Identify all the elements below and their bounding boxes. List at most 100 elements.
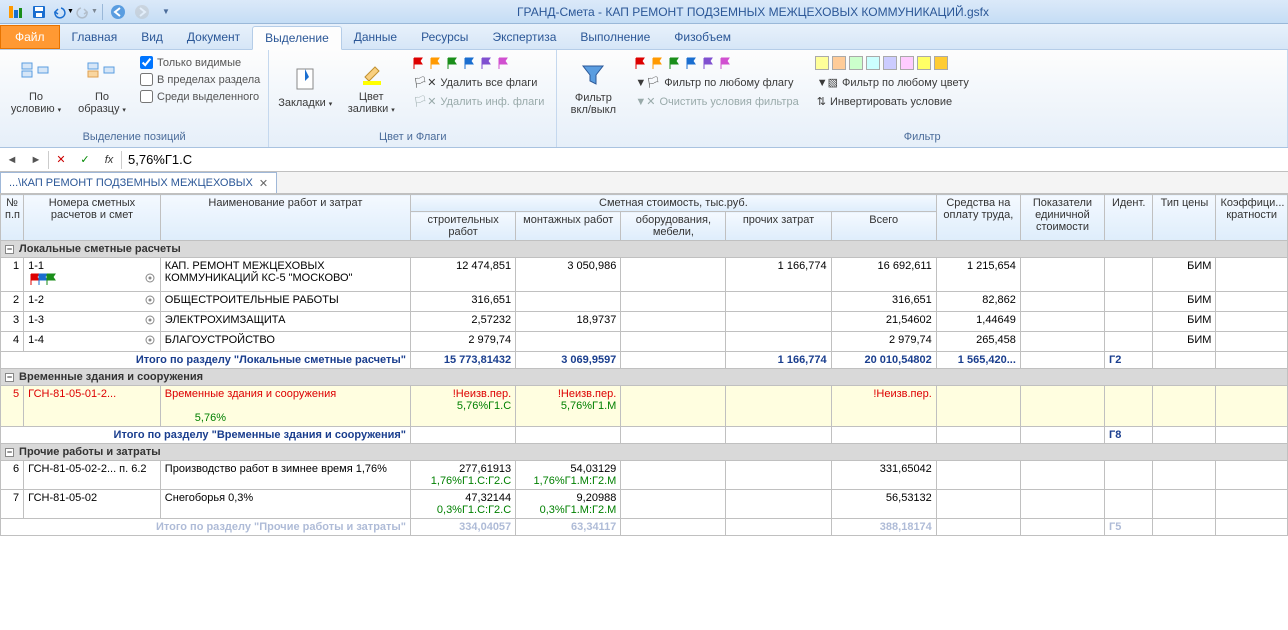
grid-cell[interactable]: 54,031291,76%Г1.М:Г2.М [516,461,621,490]
flag-swatch[interactable] [650,56,664,70]
table-row[interactable]: 6ГСН-81-05-02-2... п. 6.2Производство ра… [1,461,1288,490]
tab-volume[interactable]: Физобъем [662,25,743,49]
table-row[interactable]: 21-2 ОБЩЕСТРОИТЕЛЬНЫЕ РАБОТЫ316,651316,6… [1,292,1288,312]
grid-cell[interactable]: !Неизв.пер.5,76%Г1.М [516,386,621,427]
grid-cell[interactable]: ЭЛЕКТРОХИМЗАЩИТА [160,312,410,332]
grid-cell[interactable]: 331,65042 [831,461,936,490]
grid-cell[interactable]: 316,651 [411,292,516,312]
table-row[interactable]: 5ГСН-81-05-01-2... Временные здания и со… [1,386,1288,427]
grid-cell[interactable]: 9,209880,3%Г1.М:Г2.М [516,490,621,519]
grid-cell[interactable]: Г8 [1105,427,1153,444]
grid-cell[interactable]: 2 979,74 [411,332,516,352]
col-s3[interactable]: оборудования, мебели, [621,212,726,241]
table-row[interactable]: 11-1 КАП. РЕМОНТ МЕЖЦЕХОВЫХ КОММУНИКАЦИЙ… [1,258,1288,292]
tab-expertise[interactable]: Экспертиза [480,25,568,49]
grid-cell[interactable] [1216,332,1288,352]
gear-icon[interactable] [144,294,156,309]
grid-cell[interactable] [1020,258,1104,292]
grid-cell[interactable] [726,490,831,519]
grid-cell[interactable]: 16 692,611 [831,258,936,292]
grid-cell[interactable] [411,427,516,444]
section-row[interactable]: − Прочие работы и затраты [1,444,1288,461]
grid-cell[interactable]: 2 979,74 [831,332,936,352]
grid-cell[interactable]: БИМ [1153,258,1216,292]
grid-cell[interactable]: 63,34117 [516,519,621,536]
grid-cell[interactable]: 265,458 [936,332,1020,352]
gear-icon[interactable] [144,334,156,349]
grid-cell[interactable]: 1-4 [24,332,161,352]
grid-cell[interactable]: БИМ [1153,332,1216,352]
tab-resources[interactable]: Ресурсы [409,25,480,49]
grid-cell[interactable]: 3 [1,312,24,332]
flag-swatch[interactable] [667,56,681,70]
grid-cell[interactable] [1153,427,1216,444]
undo-icon[interactable]: ▼ [52,2,74,22]
grid-cell[interactable] [621,332,726,352]
col-np[interactable]: № п.п [1,195,24,241]
color-swatch[interactable] [832,56,846,70]
collapse-icon[interactable]: − [5,373,14,382]
flag-swatch[interactable] [496,56,510,70]
fx-icon[interactable]: fx [97,149,121,171]
grid-cell[interactable]: 2,57232 [411,312,516,332]
grid-cell[interactable] [1105,386,1153,427]
grid-cell[interactable]: ГСН-81-05-02 [24,490,161,519]
file-tab[interactable]: Файл [0,25,60,49]
grid-cell[interactable]: !Неизв.пер.5,76%Г1.С [411,386,516,427]
by-sample-button[interactable]: По образцу ▾ [72,52,132,122]
by-condition-button[interactable]: По условию ▾ [6,52,66,122]
grid-cell[interactable] [726,332,831,352]
grid-cell[interactable] [1020,312,1104,332]
redo-icon[interactable]: ▼ [76,2,98,22]
grid-cell[interactable]: 21,54602 [831,312,936,332]
col-kf[interactable]: Коэффици... кратности [1216,195,1288,241]
grid-cell[interactable]: 12 474,851 [411,258,516,292]
grid-cell[interactable]: 316,651 [831,292,936,312]
grid-cell[interactable] [1153,519,1216,536]
back-icon[interactable] [107,2,129,22]
within-section-checkbox[interactable]: В пределах раздела [140,73,260,86]
grid-cell[interactable]: 388,18174 [831,519,936,536]
grid-cell[interactable]: БИМ [1153,292,1216,312]
grid-cell[interactable] [516,332,621,352]
grid-cell[interactable] [621,519,726,536]
col-nom[interactable]: Номера сметных расчетов и смет [24,195,161,241]
formula-input[interactable] [122,150,1288,169]
grid-cell[interactable] [1105,258,1153,292]
filter-toggle-button[interactable]: Фильтр вкл/выкл [563,52,623,122]
color-swatch[interactable] [815,56,829,70]
grid-cell[interactable] [1105,332,1153,352]
grid-cell[interactable]: Г2 [1105,352,1153,369]
grid-cell[interactable] [1216,427,1288,444]
grid-cell[interactable] [1020,332,1104,352]
close-tab-icon[interactable]: ✕ [259,177,268,190]
grid-cell[interactable] [621,258,726,292]
grid-cell[interactable] [1020,386,1104,427]
filter-by-flag-button[interactable]: ▼🏳Фильтр по любому флагу [631,74,802,91]
grid-cell[interactable] [831,427,936,444]
flag-swatch[interactable] [428,56,442,70]
flag-swatch[interactable] [684,56,698,70]
grid-cell[interactable] [621,490,726,519]
cancel-icon[interactable]: ✕ [49,149,73,171]
tab-view[interactable]: Вид [129,25,175,49]
grid-cell[interactable] [1216,519,1288,536]
grid-cell[interactable]: 4 [1,332,24,352]
grid-cell[interactable]: 47,321440,3%Г1.С:Г2.С [411,490,516,519]
grid-cell[interactable] [1020,519,1104,536]
col-id[interactable]: Идент. [1105,195,1153,241]
col-tip[interactable]: Тип цены [1153,195,1216,241]
col-sr[interactable]: Средства на оплату труда, [936,195,1020,241]
grid-cell[interactable] [516,427,621,444]
tab-execution[interactable]: Выполнение [568,25,662,49]
document-tab[interactable]: ...\КАП РЕМОНТ ПОДЗЕМНЫХ МЕЖЦЕХОВЫХ ✕ [0,172,277,193]
grid-cell[interactable]: 56,53132 [831,490,936,519]
grid-cell[interactable] [1216,490,1288,519]
grid-cell[interactable]: 2 [1,292,24,312]
flag-swatch[interactable] [411,56,425,70]
collapse-icon[interactable]: − [5,448,14,457]
col-s5[interactable]: Всего [831,212,936,241]
among-selected-checkbox[interactable]: Среди выделенного [140,90,260,103]
color-swatch[interactable] [883,56,897,70]
grid-cell[interactable] [1105,292,1153,312]
